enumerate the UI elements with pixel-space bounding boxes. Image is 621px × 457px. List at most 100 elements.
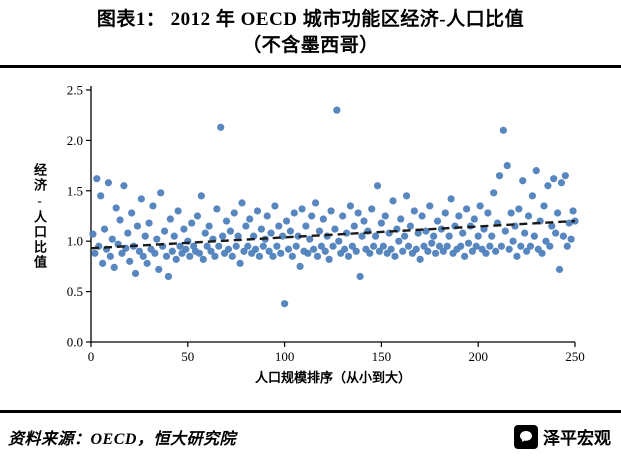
- data-point: [186, 252, 194, 261]
- data-point: [238, 199, 246, 207]
- data-point: [282, 217, 291, 225]
- data-point: [308, 212, 316, 220]
- trend-line: [90, 220, 576, 250]
- data-point: [540, 202, 548, 210]
- x-tick-label: 200: [468, 349, 488, 364]
- y-tick-label: 0.0: [67, 335, 83, 350]
- data-point: [399, 247, 407, 256]
- chart-area: 经济-人口比值 0.0 0.5 1.0 1.5 2.0 2.5 0 50 100 150 200 25…: [0, 72, 621, 394]
- data-point: [296, 263, 304, 271]
- data-point: [188, 219, 196, 227]
- data-point: [207, 247, 215, 256]
- data-point: [230, 209, 238, 217]
- data-point: [401, 232, 409, 240]
- data-point: [145, 219, 153, 227]
- data-point: [366, 249, 374, 258]
- data-point: [234, 232, 242, 240]
- data-point: [476, 202, 484, 210]
- data-point: [462, 205, 471, 213]
- data-point: [472, 242, 480, 251]
- data-point: [470, 215, 478, 223]
- data-point: [439, 247, 447, 256]
- data-point: [269, 252, 277, 261]
- data-point: [172, 255, 180, 264]
- data-point: [331, 225, 339, 233]
- data-point: [335, 237, 343, 246]
- data-point: [538, 249, 546, 258]
- data-point: [513, 252, 521, 261]
- data-point: [358, 232, 366, 240]
- data-point: [424, 247, 432, 256]
- data-point: [298, 205, 306, 213]
- data-point: [275, 222, 283, 230]
- data-point: [110, 264, 118, 272]
- data-point: [89, 230, 97, 238]
- data-point: [555, 266, 564, 274]
- bottom-divider: [0, 410, 621, 413]
- data-point: [486, 242, 494, 251]
- chart-title-line1: 图表1： 2012 年 OECD 城市功能区经济-人口比值: [96, 9, 525, 30]
- data-point: [371, 232, 380, 240]
- data-point: [523, 247, 531, 256]
- data-point: [143, 260, 151, 268]
- data-point: [112, 204, 120, 212]
- data-point: [546, 242, 554, 251]
- data-point: [311, 199, 320, 207]
- data-point: [176, 242, 184, 251]
- data-point: [329, 242, 337, 251]
- data-point: [410, 207, 418, 215]
- data-point: [263, 212, 271, 220]
- brand-name: 泽平宏观: [543, 429, 611, 448]
- data-point: [277, 249, 285, 258]
- data-point: [315, 227, 324, 235]
- data-point: [461, 252, 469, 261]
- data-point: [375, 247, 384, 256]
- data-point: [168, 247, 176, 256]
- data-point: [116, 216, 124, 224]
- data-point: [457, 242, 465, 251]
- data-point: [430, 232, 438, 240]
- data-point: [459, 229, 467, 237]
- data-point: [350, 222, 358, 230]
- data-point: [97, 192, 105, 200]
- data-point: [488, 232, 496, 240]
- data-point: [292, 242, 300, 251]
- x-tick-label: 50: [181, 349, 194, 364]
- data-point: [157, 189, 165, 197]
- data-point: [257, 225, 265, 233]
- data-point: [542, 237, 550, 246]
- data-point: [435, 242, 444, 251]
- y-tick-label: 1.0: [67, 234, 83, 249]
- data-point: [352, 247, 360, 256]
- data-point: [443, 242, 451, 251]
- data-point: [317, 242, 325, 251]
- data-point: [406, 222, 415, 230]
- x-tick-label: 250: [565, 349, 585, 364]
- data-point: [544, 182, 552, 190]
- data-point: [389, 197, 397, 205]
- data-point: [141, 232, 149, 240]
- data-point: [137, 195, 145, 203]
- data-point: [182, 245, 190, 254]
- data-point: [201, 229, 209, 237]
- data-point: [222, 217, 231, 225]
- data-point: [306, 235, 314, 244]
- data-point: [515, 205, 523, 213]
- data-point: [126, 257, 134, 266]
- data-point: [484, 209, 492, 217]
- data-point: [532, 167, 540, 175]
- data-point: [499, 126, 507, 135]
- data-point: [422, 227, 430, 235]
- data-point: [524, 212, 533, 220]
- data-point: [346, 202, 355, 210]
- data-point: [211, 252, 219, 261]
- data-point: [356, 273, 364, 281]
- data-point: [271, 202, 279, 210]
- data-point: [217, 123, 225, 132]
- data-point: [100, 225, 109, 233]
- data-point: [402, 192, 411, 200]
- data-point: [519, 177, 527, 185]
- data-point: [503, 162, 511, 170]
- data-point: [255, 252, 264, 261]
